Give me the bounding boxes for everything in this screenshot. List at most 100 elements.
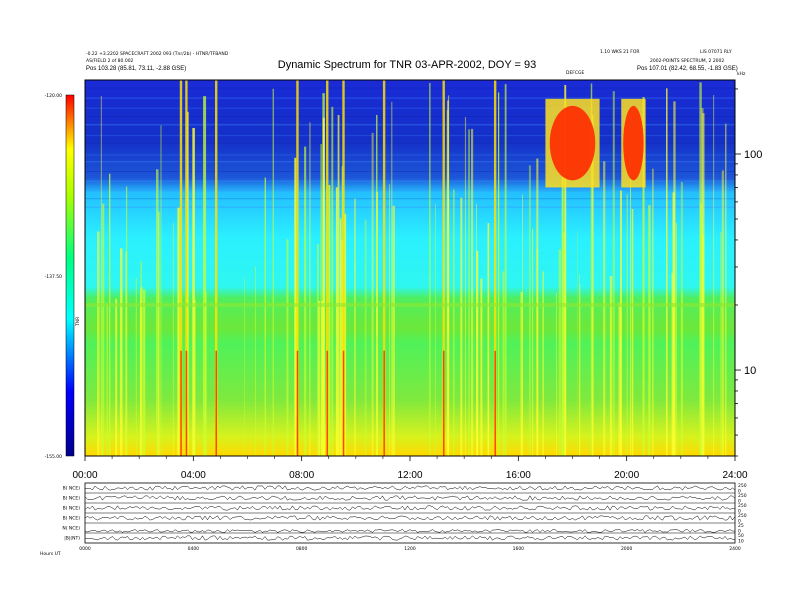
lower-panel-tick-top: 250 bbox=[738, 483, 747, 489]
burst-streak bbox=[528, 165, 531, 456]
type-iii-burst bbox=[493, 80, 497, 456]
lower-panel-tick-top: 25 bbox=[738, 523, 744, 529]
x-tick-label: 04:00 bbox=[181, 470, 206, 481]
type-iii-burst bbox=[342, 80, 345, 456]
burst-streak bbox=[620, 190, 622, 456]
burst-streak bbox=[96, 231, 100, 456]
burst-streak bbox=[630, 149, 631, 456]
burst-streak bbox=[701, 107, 704, 456]
y-tick-label: 100 bbox=[744, 149, 762, 161]
emission-core bbox=[623, 105, 644, 181]
burst-streak bbox=[337, 114, 340, 456]
burst-streak bbox=[389, 184, 391, 456]
burst-streak bbox=[364, 219, 367, 456]
burst-streak bbox=[464, 116, 467, 456]
header-right-line3: 2002-POINTS SPECTRUM, 2 2002 bbox=[650, 58, 724, 64]
type-iii-burst bbox=[442, 80, 445, 456]
burst-streak bbox=[681, 290, 683, 456]
burst-streak bbox=[376, 191, 378, 456]
lower-x-tick-label: 1600 bbox=[513, 546, 525, 552]
burst-streak bbox=[453, 189, 455, 456]
colorbar-tick-mid: -137.50 bbox=[45, 274, 63, 280]
colorbar-label: TNR bbox=[75, 317, 81, 327]
burst-streak bbox=[470, 128, 474, 456]
lower-panel-trace bbox=[84, 515, 736, 521]
burst-streak bbox=[618, 302, 621, 456]
header-left-line1: -0.22 +3.2202 SPACECRAFT 2002 093 (Tnr/2… bbox=[86, 51, 229, 57]
burst-streak bbox=[652, 168, 654, 456]
type-iii-burst bbox=[296, 80, 299, 456]
burst-streak bbox=[321, 301, 324, 456]
burst-streak bbox=[577, 230, 578, 456]
burst-streak bbox=[612, 91, 615, 456]
burst-streak bbox=[702, 113, 705, 456]
burst-streak bbox=[286, 239, 289, 456]
burst-streak bbox=[322, 117, 325, 456]
plasma-line bbox=[85, 302, 735, 307]
burst-streak bbox=[102, 203, 105, 456]
burst-streak bbox=[335, 187, 338, 456]
lower-x-tick-label: 0400 bbox=[188, 546, 200, 552]
burst-streak bbox=[642, 96, 645, 456]
burst-streak bbox=[504, 84, 507, 456]
burst-streak bbox=[331, 106, 334, 456]
lower-panel-tick-bottom: 10 bbox=[738, 539, 744, 545]
burst-streak bbox=[460, 197, 463, 456]
spectrogram-panel bbox=[85, 80, 735, 456]
burst-streak bbox=[561, 177, 564, 456]
burst-streak bbox=[626, 194, 628, 456]
header-right-pos: Pos 107.01 (82.42, 68.55, -1.83 GSE) bbox=[637, 66, 738, 72]
burst-streak bbox=[564, 85, 567, 456]
header-center-label: DEFCGE bbox=[566, 70, 585, 76]
lower-x-tick-label: 2400 bbox=[729, 546, 741, 552]
x-tick-label: 16:00 bbox=[506, 470, 531, 481]
burst-streak bbox=[343, 213, 347, 456]
burst-streak bbox=[522, 194, 523, 456]
burst-streak bbox=[272, 88, 274, 456]
burst-streak bbox=[157, 211, 160, 456]
burst-streak bbox=[468, 129, 470, 456]
x-tick-label: 08:00 bbox=[289, 470, 314, 481]
burst-streak bbox=[721, 170, 724, 456]
x-tick-label: 24:00 bbox=[722, 470, 747, 481]
lower-panel-label: |B|(NT) bbox=[64, 536, 80, 542]
colorbar bbox=[65, 94, 75, 457]
burst-streak bbox=[476, 204, 477, 456]
lower-panel-tick-top: 50 bbox=[738, 533, 744, 539]
type-iii-burst-core bbox=[296, 350, 299, 456]
lower-panel-tick-top: 250 bbox=[738, 503, 747, 509]
burst-streak bbox=[318, 300, 320, 456]
burst-streak bbox=[204, 292, 208, 456]
burst-streak bbox=[648, 205, 651, 456]
lower-panel-tick-bottom: 0 bbox=[738, 499, 741, 505]
type-iii-burst-core bbox=[383, 350, 385, 456]
lower-panel-label: B( NCE) bbox=[63, 506, 81, 512]
type-iii-burst bbox=[185, 80, 188, 456]
burst-streak bbox=[447, 100, 449, 456]
lower-footer-label: Hours UT bbox=[40, 551, 61, 557]
lower-panel-tick-bottom: 0 bbox=[738, 519, 741, 525]
burst-streak bbox=[320, 144, 323, 456]
colorbar-tick-min: -155.00 bbox=[45, 454, 63, 460]
type-iii-burst-core bbox=[180, 350, 182, 456]
lower-panel-trace bbox=[84, 505, 736, 511]
burst-streak bbox=[304, 146, 307, 456]
burst-streak bbox=[720, 232, 722, 456]
burst-streak bbox=[339, 218, 342, 456]
type-iii-burst-core bbox=[494, 350, 496, 456]
lower-panel-trace bbox=[84, 495, 736, 501]
burst-streak bbox=[244, 277, 245, 456]
burst-streak bbox=[264, 177, 267, 456]
burst-streak bbox=[203, 96, 207, 456]
burst-streak bbox=[106, 303, 108, 456]
burst-streak bbox=[603, 161, 606, 456]
burst-streak bbox=[135, 278, 137, 456]
type-iii-burst bbox=[215, 80, 218, 456]
burst-streak bbox=[160, 125, 162, 456]
burst-streak bbox=[186, 111, 189, 456]
type-iii-burst bbox=[382, 80, 386, 456]
burst-streak bbox=[532, 228, 534, 456]
burst-streak bbox=[725, 123, 727, 456]
lower-panel-label: B( NCE) bbox=[63, 516, 81, 522]
